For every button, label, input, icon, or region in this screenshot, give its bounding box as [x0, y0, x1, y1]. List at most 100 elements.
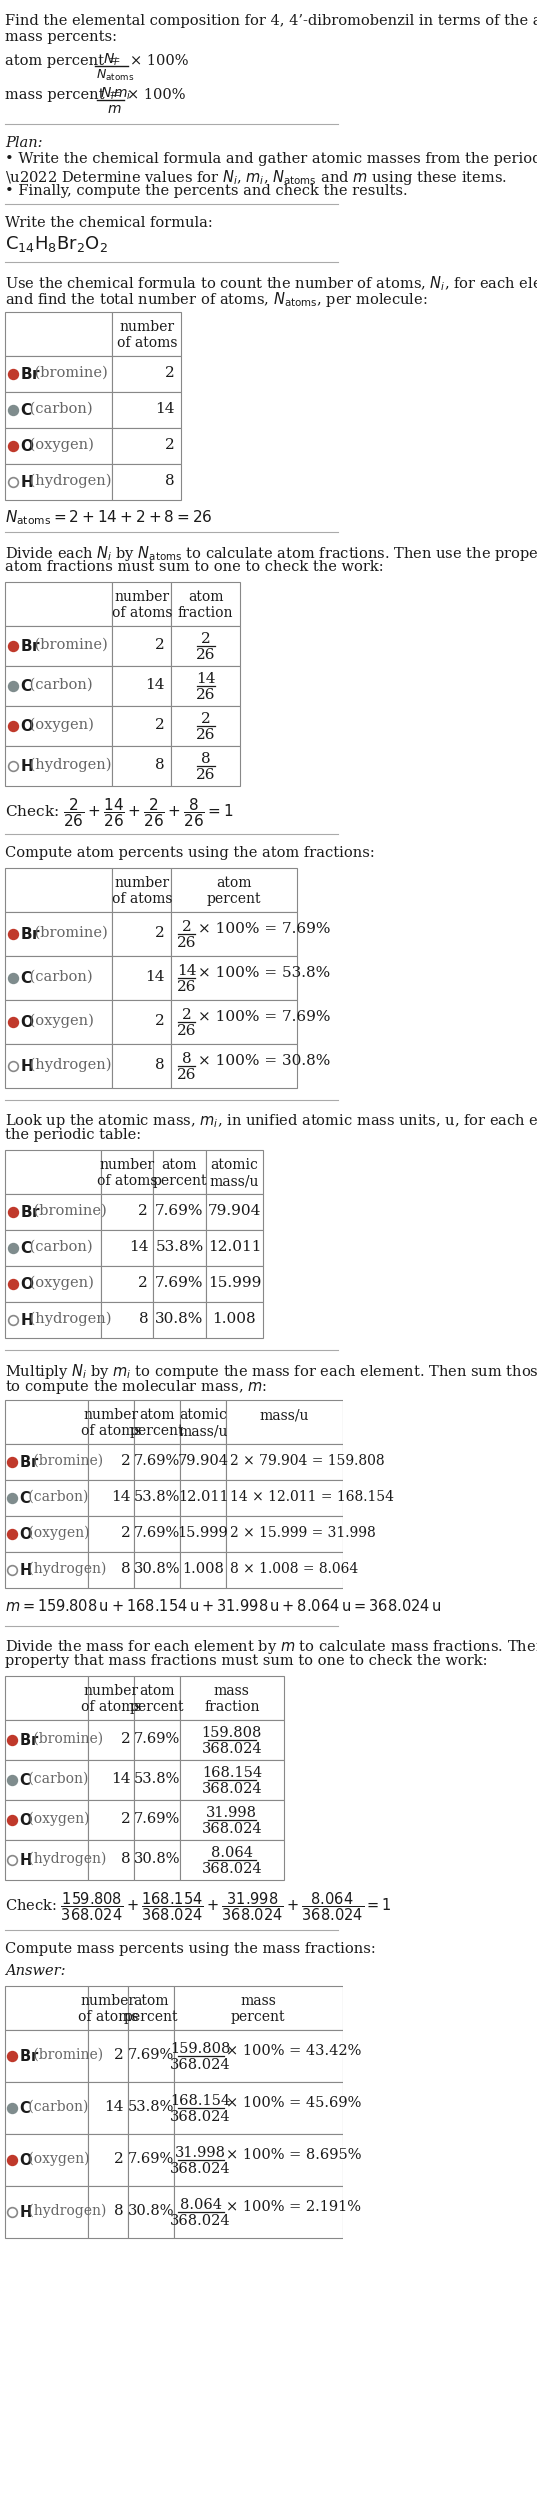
Bar: [128, 2134, 173, 2186]
Text: × 100% = 2.191%: × 100% = 2.191%: [226, 2199, 361, 2214]
Text: 30.8%: 30.8%: [127, 2204, 174, 2219]
Bar: [5, 429, 112, 464]
Bar: [101, 1303, 153, 1338]
Text: 2: 2: [155, 1014, 165, 1029]
Bar: [5, 311, 112, 356]
Text: $\mathbf{O}$: $\mathbf{O}$: [20, 439, 35, 454]
Text: $\mathbf{O}$: $\mathbf{O}$: [19, 1812, 33, 1827]
Bar: [171, 999, 297, 1044]
Bar: [134, 1551, 180, 1589]
Text: 159.808: 159.808: [170, 2043, 231, 2056]
Text: (hydrogen): (hydrogen): [24, 1852, 106, 1867]
Bar: [88, 2081, 128, 2134]
Bar: [112, 956, 171, 999]
Bar: [134, 1443, 180, 1481]
Text: 8: 8: [155, 1059, 165, 1072]
Text: $\mathbf{H}$: $\mathbf{H}$: [20, 1313, 33, 1328]
Bar: [128, 2081, 173, 2134]
Bar: [206, 1150, 263, 1195]
Text: Check: $\dfrac{2}{26} + \dfrac{14}{26} + \dfrac{2}{26} + \dfrac{8}{26} = 1$: Check: $\dfrac{2}{26} + \dfrac{14}{26} +…: [5, 796, 234, 828]
Text: (carbon): (carbon): [25, 1240, 92, 1255]
Text: 8: 8: [139, 1313, 148, 1325]
Text: × 100%: × 100%: [127, 88, 186, 103]
Bar: [206, 1230, 263, 1265]
Text: $\mathbf{Br}$: $\mathbf{Br}$: [20, 366, 41, 382]
Text: 168.154: 168.154: [170, 2093, 230, 2108]
Text: × 100% = 7.69%: × 100% = 7.69%: [198, 1009, 330, 1024]
Text: 2: 2: [201, 713, 211, 725]
Text: Write the chemical formula:: Write the chemical formula:: [5, 216, 213, 231]
Bar: [153, 1303, 206, 1338]
Text: $\mathbf{O}$: $\mathbf{O}$: [19, 1526, 33, 1541]
Text: (carbon): (carbon): [24, 2101, 88, 2113]
Bar: [171, 665, 240, 705]
Bar: [5, 745, 112, 786]
Text: Multiply $N_i$ by $m_i$ to compute the mass for each element. Then sum those val: Multiply $N_i$ by $m_i$ to compute the m…: [5, 1363, 537, 1380]
Bar: [112, 429, 182, 464]
Bar: [171, 868, 297, 911]
Text: number
of atoms: number of atoms: [112, 876, 172, 906]
Bar: [134, 1719, 180, 1760]
Text: × 100% = 53.8%: × 100% = 53.8%: [198, 966, 330, 979]
Text: Plan:: Plan:: [5, 136, 42, 151]
Text: Compute mass percents using the mass fractions:: Compute mass percents using the mass fra…: [5, 1943, 376, 1955]
Text: 14: 14: [196, 673, 215, 685]
Bar: [134, 1401, 180, 1443]
Text: (carbon): (carbon): [25, 678, 93, 693]
Text: $\mathbf{Br}$: $\mathbf{Br}$: [19, 2048, 40, 2063]
Text: mass percent =: mass percent =: [5, 88, 126, 103]
Text: $\mathbf{C}$: $\mathbf{C}$: [20, 1240, 32, 1255]
Bar: [112, 625, 171, 665]
Bar: [5, 1150, 101, 1195]
Bar: [226, 1401, 343, 1443]
Bar: [5, 1800, 88, 1840]
Bar: [88, 2031, 128, 2081]
Text: 2: 2: [155, 718, 165, 733]
Bar: [88, 1481, 134, 1516]
Text: × 100% = 45.69%: × 100% = 45.69%: [226, 2096, 361, 2111]
Text: 53.8%: 53.8%: [134, 1772, 180, 1787]
Bar: [134, 1840, 180, 1880]
Bar: [88, 2134, 128, 2186]
Bar: [112, 1044, 171, 1087]
Text: 2: 2: [139, 1205, 148, 1217]
Bar: [180, 1516, 226, 1551]
Text: (hydrogen): (hydrogen): [25, 758, 112, 773]
Bar: [226, 1516, 343, 1551]
Text: 14: 14: [146, 969, 165, 984]
Text: 31.998: 31.998: [206, 1807, 257, 1820]
Text: $\mathbf{C}$: $\mathbf{C}$: [20, 402, 33, 419]
Text: (oxygen): (oxygen): [25, 718, 94, 733]
Text: 14: 14: [111, 1772, 130, 1787]
Text: Check: $\dfrac{159.808}{368.024} + \dfrac{168.154}{368.024} + \dfrac{31.998}{368: Check: $\dfrac{159.808}{368.024} + \dfra…: [5, 1890, 392, 1923]
Text: 2: 2: [114, 2151, 124, 2166]
Text: 159.808: 159.808: [201, 1727, 262, 1739]
Bar: [171, 625, 240, 665]
Bar: [180, 1551, 226, 1589]
Text: (bromine): (bromine): [29, 1453, 103, 1468]
Text: 368.024: 368.024: [170, 2111, 231, 2123]
Bar: [5, 2134, 88, 2186]
Text: number
of atoms: number of atoms: [81, 1408, 141, 1438]
Text: atomic
mass/u: atomic mass/u: [178, 1408, 228, 1438]
Text: × 100%: × 100%: [130, 55, 189, 68]
Text: (carbon): (carbon): [25, 402, 93, 417]
Bar: [5, 1551, 88, 1589]
Text: 26: 26: [196, 648, 215, 663]
Text: 2: 2: [155, 926, 165, 941]
Bar: [180, 1401, 226, 1443]
Bar: [112, 665, 171, 705]
Bar: [88, 1516, 134, 1551]
Text: 2: 2: [182, 921, 191, 934]
Bar: [5, 464, 112, 499]
Bar: [153, 1230, 206, 1265]
Text: 2: 2: [120, 1453, 130, 1468]
Text: $\mathbf{H}$: $\mathbf{H}$: [20, 1059, 34, 1074]
Text: 2: 2: [139, 1275, 148, 1290]
Text: atom
percent: atom percent: [130, 1408, 184, 1438]
Text: 53.8%: 53.8%: [134, 1491, 180, 1503]
Text: atom
percent: atom percent: [152, 1157, 207, 1187]
Bar: [101, 1195, 153, 1230]
Text: 7.69%: 7.69%: [134, 1812, 180, 1825]
Text: $\mathbf{H}$: $\mathbf{H}$: [19, 1852, 32, 1867]
